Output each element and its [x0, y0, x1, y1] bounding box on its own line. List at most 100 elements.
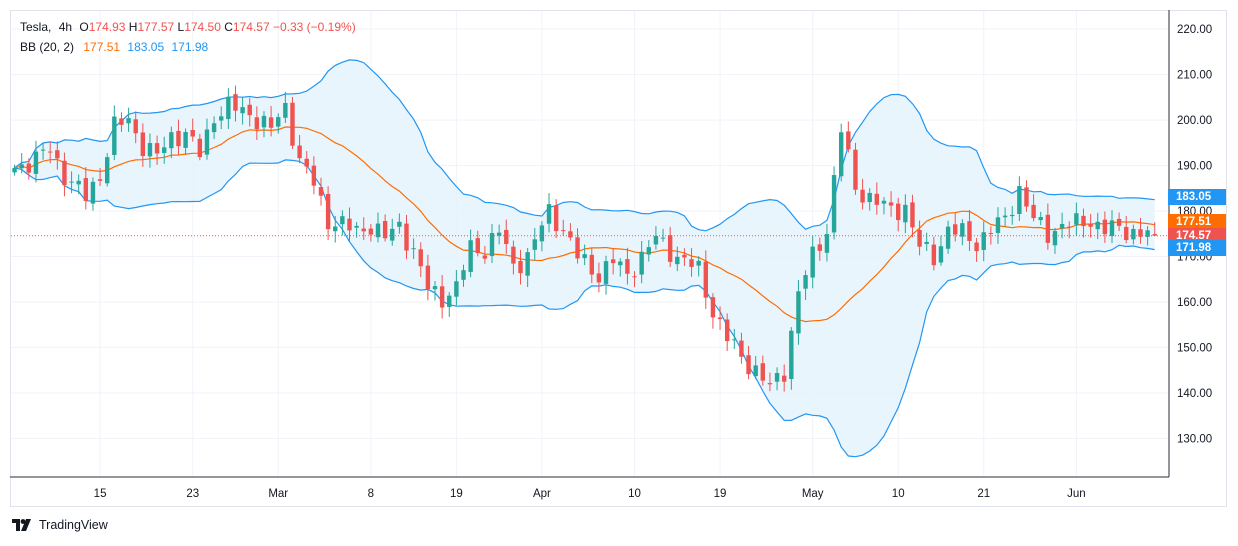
candle-body — [511, 246, 516, 264]
candle-body — [817, 244, 823, 251]
time-tick-label: 19 — [714, 488, 727, 500]
candle-body — [169, 132, 174, 149]
candle-body — [162, 147, 167, 153]
candle-body — [432, 286, 438, 290]
candle-body — [931, 244, 937, 266]
candle-body — [347, 218, 352, 231]
low-label: L — [177, 20, 185, 34]
candle-body — [290, 102, 295, 146]
candle-body — [618, 261, 623, 266]
candle-body — [304, 158, 309, 167]
bb-lower-value: 171.98 — [171, 40, 209, 54]
candle-body — [575, 237, 580, 259]
candle-body — [1138, 229, 1143, 237]
interval-label[interactable]: 4h — [58, 20, 73, 34]
time-tick-label: 8 — [368, 488, 374, 500]
candle-body — [361, 228, 366, 232]
price-tick-label: 150.00 — [1177, 342, 1212, 354]
symbol-label[interactable]: Tesla — [20, 20, 49, 34]
candle-body — [261, 115, 267, 128]
candle-body — [140, 132, 146, 157]
candle-body — [147, 143, 153, 157]
candle-body — [1102, 219, 1108, 235]
candle-body — [1088, 223, 1093, 227]
indicator-legend: BB (20, 2) 177.51 183.05 171.98 — [20, 40, 212, 54]
candle-body — [561, 230, 566, 232]
candle-body — [589, 254, 594, 275]
candle-body — [596, 273, 602, 283]
candle-body — [119, 118, 124, 125]
candle-body — [546, 204, 552, 224]
candle-body — [853, 149, 858, 190]
candle-body — [539, 225, 545, 242]
ohlc-legend: Tesla, 4h O174.93 H177.57 L174.50 C174.5… — [20, 20, 356, 34]
tradingview-logo-icon — [12, 519, 31, 531]
candle-body — [19, 164, 24, 169]
candle-body — [112, 116, 117, 155]
candle-body — [204, 129, 210, 155]
candle-body — [781, 375, 787, 382]
candle-body — [411, 248, 416, 250]
candle-body — [1081, 215, 1086, 227]
candle-body — [333, 226, 338, 232]
candle-body — [55, 150, 60, 159]
price-tick-label: 220.00 — [1177, 24, 1212, 36]
candle-body — [810, 246, 815, 278]
bb-upper-value: 183.05 — [127, 40, 165, 54]
price-tick-label: 210.00 — [1177, 70, 1212, 82]
tradingview-brand[interactable]: TradingView — [12, 518, 108, 532]
candle-body — [183, 131, 188, 148]
candle-body — [1095, 221, 1100, 230]
bb-lower-price-tag: 171.98 — [1168, 239, 1226, 256]
price-tick-label: 200.00 — [1177, 115, 1212, 127]
price-tick-label: 130.00 — [1177, 433, 1212, 445]
candle-body — [197, 138, 203, 158]
candle-body — [960, 223, 965, 237]
change-value: −0.33 (−0.19%) — [272, 20, 356, 34]
candle-body — [382, 221, 388, 239]
candle-body — [33, 151, 39, 174]
bb-basis-value: 177.51 — [83, 40, 121, 54]
candle-body — [454, 281, 459, 297]
candle-body — [404, 223, 409, 251]
candle-body — [90, 181, 96, 204]
candle-body — [582, 254, 587, 259]
candle-body — [710, 297, 716, 318]
candle-body — [746, 355, 751, 375]
time-tick-label: Mar — [268, 488, 288, 500]
candle-body — [1052, 231, 1058, 246]
candle-body — [924, 241, 929, 244]
candle-body — [297, 145, 302, 159]
candle-body — [888, 202, 894, 206]
bb-basis-price-tag: 177.51 — [1168, 214, 1226, 231]
candle-body — [568, 231, 573, 238]
brand-name: TradingView — [39, 518, 108, 532]
candle-body — [425, 265, 431, 290]
candle-body — [753, 365, 758, 377]
candle-body — [717, 317, 723, 320]
close-value: 174.57 — [232, 20, 270, 34]
candle-body — [226, 96, 231, 120]
indicator-label[interactable]: BB (20, 2) — [20, 40, 75, 54]
candle-body — [895, 203, 901, 221]
candle-body — [1045, 214, 1051, 243]
candle-body — [1152, 234, 1157, 236]
candle-body — [518, 260, 523, 274]
candle-body — [12, 167, 17, 173]
candle-body — [981, 232, 986, 250]
candle-body — [1031, 204, 1036, 219]
candle-body — [368, 228, 374, 235]
open-value: 174.93 — [88, 20, 126, 34]
high-label: H — [128, 20, 138, 34]
candle-body — [47, 151, 53, 153]
candle-body — [311, 165, 317, 186]
candle-body — [354, 225, 359, 228]
candle-body — [219, 116, 224, 121]
candle-body — [283, 102, 288, 118]
candle-body — [76, 180, 81, 185]
bb-upper-price-tag: 183.05 — [1168, 189, 1226, 206]
candle-body — [675, 256, 680, 265]
low-value: 174.50 — [184, 20, 221, 34]
candle-body — [1131, 228, 1136, 240]
